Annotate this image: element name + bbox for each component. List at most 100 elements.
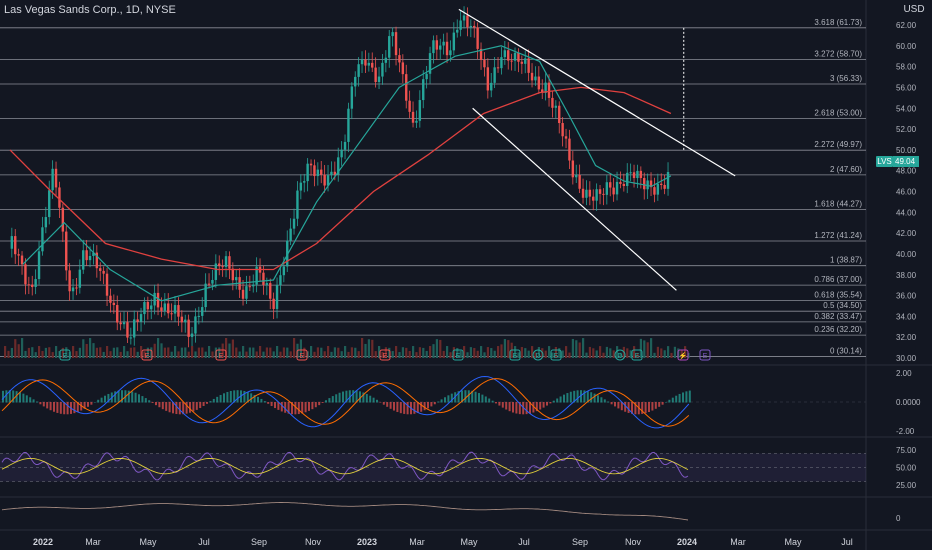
volume-bar — [323, 351, 326, 358]
macd-hist-bar — [219, 394, 222, 403]
candle-body — [333, 171, 337, 175]
candle-body — [252, 284, 255, 287]
volume-bar — [211, 351, 214, 358]
volume-bar — [143, 351, 146, 358]
candle-body — [235, 277, 238, 281]
volume-bar — [568, 352, 571, 358]
time-axis-label[interactable]: Jul — [518, 537, 530, 547]
time-axis-label[interactable]: Sep — [572, 537, 588, 547]
price-axis-label: 54.00 — [896, 104, 917, 113]
macd-hist-bar — [484, 396, 487, 403]
candle-body — [649, 180, 653, 188]
time-axis-label[interactable]: Nov — [625, 537, 642, 547]
candle-body — [211, 279, 214, 284]
volume-bar — [374, 351, 377, 358]
time-axis-label[interactable]: Mar — [730, 537, 746, 547]
time-axis-label[interactable]: 2024 — [677, 537, 697, 547]
candle-body — [643, 178, 646, 190]
macd-hist-bar — [369, 395, 372, 403]
volume-bar — [517, 352, 520, 358]
event-marker-dividend: E — [452, 349, 464, 361]
time-axis-label[interactable]: May — [784, 537, 802, 547]
volume-bar — [208, 346, 211, 358]
macd-hist-bar — [648, 402, 650, 413]
time-axis-label[interactable]: Jul — [841, 537, 853, 547]
price-axis-label: 48.00 — [896, 167, 917, 176]
macd-hist-bar — [627, 402, 630, 413]
candle-body — [364, 59, 367, 66]
macd-hist-bar — [151, 402, 154, 403]
volume-bar — [432, 344, 435, 358]
volume-bar — [299, 339, 302, 358]
macd-hist-bar — [73, 402, 76, 414]
macd-hist-bar — [661, 402, 664, 405]
time-axis-label[interactable]: May — [460, 537, 478, 547]
macd-hist-bar — [607, 401, 610, 403]
macd-hist-bar — [141, 396, 144, 403]
time-axis-label[interactable]: Mar — [85, 537, 101, 547]
macd-hist-bar — [131, 391, 134, 403]
candle-body — [122, 322, 126, 325]
macd-hist-bar — [114, 391, 117, 403]
candle-body — [316, 169, 320, 177]
candle-body — [156, 292, 160, 308]
macd-hist-bar — [76, 402, 79, 413]
macd-hist-bar — [53, 402, 55, 412]
volume-bar — [500, 344, 503, 358]
candle-body — [303, 181, 306, 183]
candle-body — [527, 58, 530, 73]
volume-bar — [174, 346, 177, 358]
candle-body — [520, 61, 524, 64]
macd-hist-bar — [243, 390, 246, 403]
candle-body — [663, 184, 666, 189]
candle-body — [34, 279, 37, 288]
macd-hist-bar — [474, 391, 477, 403]
volume-bar — [177, 351, 180, 358]
volume-bar — [27, 347, 30, 358]
fib-level-label: 2.272 (49.97) — [814, 140, 862, 149]
macd-hist-bar — [270, 402, 273, 406]
candle-body — [452, 32, 456, 51]
candle-body — [201, 307, 204, 316]
macd-hist-bar — [90, 402, 93, 405]
fib-level-label: 2 (47.60) — [830, 165, 862, 174]
candle-body — [340, 149, 343, 158]
price-axis-label: 62.00 — [896, 21, 917, 30]
time-axis-label[interactable]: 2022 — [33, 537, 53, 547]
volume-bar — [78, 347, 81, 358]
volume-bar — [391, 351, 394, 358]
macd-hist-bar — [342, 391, 344, 403]
volume-bar — [153, 343, 156, 358]
macd-hist-bar — [682, 392, 684, 403]
volume-bar — [313, 351, 316, 358]
volume-bar — [245, 351, 248, 358]
candle-body — [262, 272, 265, 285]
volume-bar — [109, 351, 112, 358]
time-axis-label[interactable]: Mar — [409, 537, 425, 547]
volume-bar — [469, 347, 472, 358]
time-axis-label[interactable]: 2023 — [357, 537, 377, 547]
candle-body — [241, 289, 245, 299]
candle-body — [105, 273, 109, 296]
macd-hist-bar — [185, 402, 188, 414]
currency-label[interactable]: USD — [903, 4, 925, 15]
volume-bar — [507, 340, 510, 358]
candle-body — [507, 50, 510, 61]
macd-hist-bar — [450, 393, 453, 403]
symbol-title[interactable]: Las Vegas Sands Corp., 1D, NYSE — [4, 4, 176, 16]
time-axis-label[interactable]: Sep — [251, 537, 267, 547]
time-axis-label[interactable]: May — [139, 537, 157, 547]
macd-hist-bar — [287, 402, 290, 414]
macd-hist-bar — [542, 402, 545, 408]
candle-body — [88, 255, 92, 261]
time-axis-label[interactable]: Nov — [305, 537, 322, 547]
candle-body — [432, 40, 435, 54]
rsi-axis-label: 25.00 — [896, 481, 917, 490]
macd-hist-bar — [675, 395, 678, 403]
time-axis-label[interactable]: Jul — [198, 537, 210, 547]
volume-bar — [252, 347, 255, 358]
macd-hist-bar — [651, 402, 654, 411]
candle-body — [160, 307, 163, 311]
macd-hist-bar — [22, 393, 25, 403]
